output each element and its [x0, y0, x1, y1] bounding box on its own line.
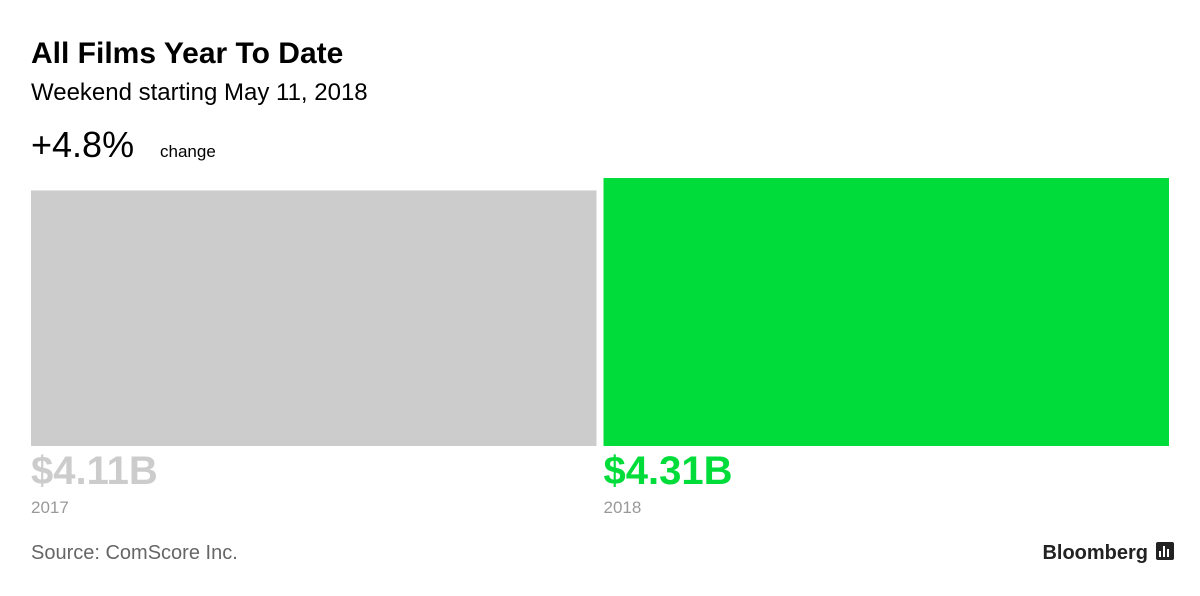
- headline-value: +4.8%: [31, 124, 134, 165]
- category-label: 2018: [604, 498, 642, 517]
- bar: [603, 178, 1169, 446]
- source: Source: ComScore Inc.: [31, 542, 238, 564]
- brand-icon-bar: [1163, 546, 1165, 557]
- brand: Bloomberg: [1042, 542, 1148, 564]
- brand-icon: [1156, 542, 1174, 560]
- chart-subtitle: Weekend starting May 11, 2018: [31, 79, 368, 106]
- category-label: 2017: [31, 498, 69, 517]
- headline-label: change: [160, 142, 216, 161]
- chart-title: All Films Year To Date: [31, 37, 343, 70]
- value-label: $4.11B: [31, 449, 158, 493]
- brand-icon-bar: [1159, 551, 1161, 557]
- value-label: $4.31B: [604, 449, 733, 493]
- bar: [31, 190, 597, 446]
- brand-icon-bar: [1167, 549, 1169, 557]
